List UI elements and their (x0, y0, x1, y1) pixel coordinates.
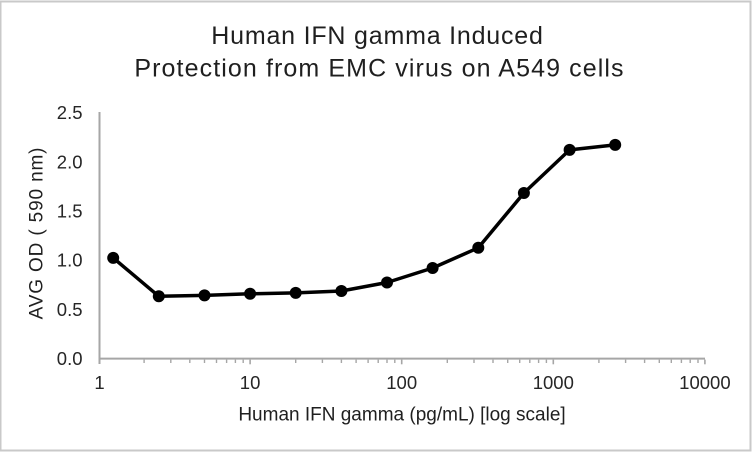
svg-text:2.5: 2.5 (57, 102, 83, 123)
svg-text:1.0: 1.0 (57, 250, 83, 271)
svg-text:Protection from EMC virus on A: Protection from EMC virus on A549 cells (134, 55, 624, 83)
svg-text:0.5: 0.5 (57, 299, 83, 320)
svg-text:1.5: 1.5 (57, 201, 83, 222)
svg-text:0.0: 0.0 (57, 348, 83, 369)
svg-text:10000: 10000 (679, 372, 730, 393)
svg-text:Human IFN gamma (pg/mL) [log s: Human IFN gamma (pg/mL) [log scale] (238, 405, 565, 426)
svg-text:10: 10 (240, 372, 261, 393)
svg-text:1: 1 (94, 372, 104, 393)
svg-text:2.0: 2.0 (57, 151, 83, 172)
svg-text:1000: 1000 (533, 372, 574, 393)
svg-text:100: 100 (386, 372, 417, 393)
svg-text:Human IFN gamma Induced: Human IFN gamma Induced (211, 22, 543, 50)
svg-text:AVG OD ( 590 nm): AVG OD ( 590 nm) (27, 147, 48, 320)
